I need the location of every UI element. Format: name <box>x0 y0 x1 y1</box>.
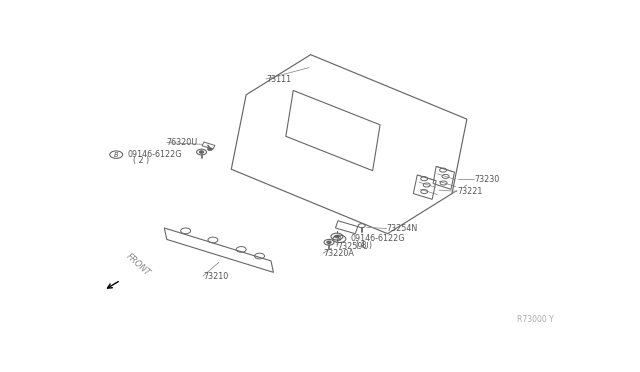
Text: 76320U: 76320U <box>167 138 198 147</box>
Text: FRONT: FRONT <box>125 252 152 278</box>
Text: 73254N: 73254N <box>387 224 418 233</box>
Circle shape <box>327 241 331 243</box>
Text: 73259U: 73259U <box>337 242 369 251</box>
Text: ( 8 ): ( 8 ) <box>356 241 372 250</box>
Text: 73220A: 73220A <box>323 248 354 258</box>
Text: 73210: 73210 <box>203 272 228 280</box>
Text: 09146-6122G: 09146-6122G <box>350 234 405 243</box>
Text: 73111: 73111 <box>266 74 291 83</box>
Circle shape <box>200 151 204 153</box>
Text: 73230: 73230 <box>474 175 500 184</box>
Text: B: B <box>114 152 118 158</box>
Text: R73000 Y: R73000 Y <box>517 315 554 324</box>
Text: ( 2 ): ( 2 ) <box>133 157 149 166</box>
Text: 73221: 73221 <box>457 187 483 196</box>
Text: B: B <box>337 236 342 242</box>
Circle shape <box>207 148 212 151</box>
Text: 09146-6122G: 09146-6122G <box>127 150 182 159</box>
Circle shape <box>335 235 339 238</box>
